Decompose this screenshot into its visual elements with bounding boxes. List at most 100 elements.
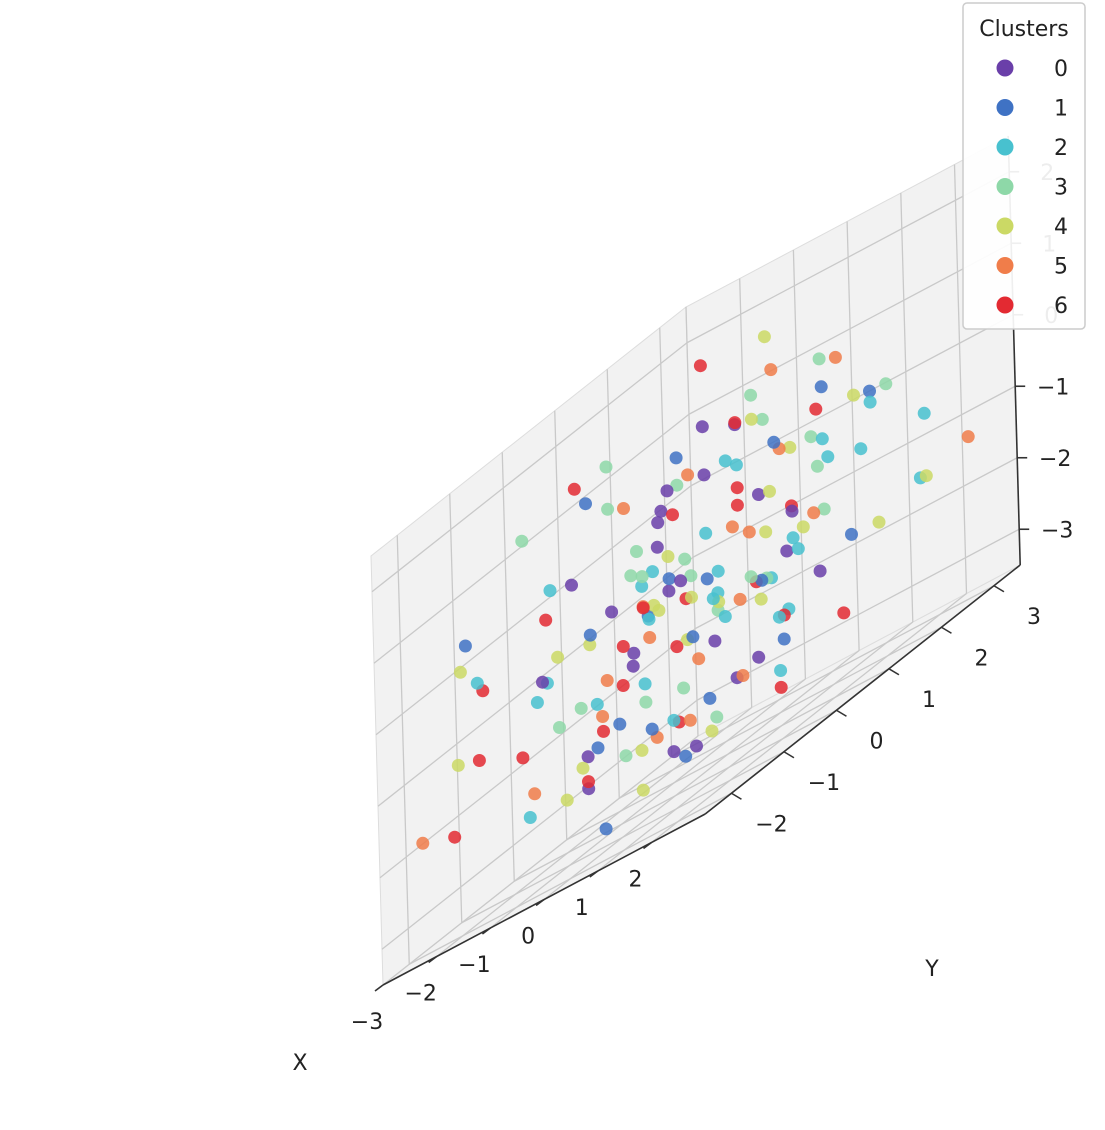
cluster-6-point (582, 775, 595, 789)
cluster-4-point (783, 440, 797, 454)
cluster-1-point (767, 435, 781, 449)
cluster-2-point (646, 565, 659, 579)
y-tick-mark (993, 585, 1005, 593)
cluster-2-point (772, 610, 786, 624)
cluster-5-point (725, 520, 739, 534)
cluster-1-point (583, 628, 597, 642)
x-tick-mark (643, 841, 652, 850)
x-tick-mark (374, 984, 384, 992)
grid-line-y (396, 535, 410, 965)
cluster-4-point (759, 525, 773, 539)
grid-line-y (408, 792, 732, 965)
axis-labels: X Y (292, 957, 939, 1076)
legend: Clusters 0 1 2 3 4 5 6 (962, 2, 1086, 330)
cluster-1-point (669, 451, 683, 465)
legend-label-4: 4 (1054, 215, 1068, 240)
cluster-0-point (667, 745, 681, 759)
grid-line-z (694, 457, 1018, 630)
cluster-1-point (679, 749, 693, 763)
grid-line-x (597, 621, 914, 872)
cluster-4-point (560, 793, 574, 807)
cluster-2-point (470, 676, 484, 690)
cluster-3-point (599, 460, 613, 474)
grid-lines (371, 164, 1020, 986)
cluster-3-point (817, 502, 831, 516)
cluster-1-point (613, 717, 627, 731)
grid-line-z (379, 628, 696, 879)
legend-marker-2 (996, 138, 1014, 156)
cluster-3-point (515, 534, 529, 548)
cluster-0-point (565, 578, 578, 592)
cluster-6-point (666, 508, 679, 522)
cluster-0-point (627, 646, 641, 660)
cluster-2-point (638, 677, 652, 691)
cluster-3-point (677, 681, 691, 695)
cluster-4-point (796, 520, 810, 534)
cluster-2-point (711, 564, 725, 578)
cluster-3-point (879, 377, 893, 391)
cluster-6-point (597, 724, 610, 738)
cluster-2-point (590, 697, 604, 711)
x-tick-label: −1 (458, 953, 490, 978)
cluster-1-point (579, 497, 592, 511)
grid-line-y (671, 585, 995, 758)
x-tick-mark (589, 870, 599, 878)
legend-marker-1 (996, 99, 1014, 116)
cluster-3-point (619, 749, 633, 763)
cluster-4-point (661, 550, 675, 563)
cluster-5-point (733, 592, 747, 606)
cluster-6-point (516, 751, 530, 765)
cluster-6-point (670, 640, 684, 654)
cluster-0-point (708, 634, 722, 648)
grid-line-z (686, 171, 1010, 344)
cluster-0-point (697, 468, 711, 482)
grid-line-y (513, 709, 837, 882)
cluster-2-point (718, 610, 732, 623)
cluster-6-point (539, 613, 553, 627)
cluster-5-point (692, 652, 706, 666)
x-tick-label: 0 (521, 925, 535, 950)
grid-line-x (900, 192, 914, 623)
cluster-1-point (700, 572, 714, 586)
cluster-5-point (961, 430, 975, 444)
cluster-2-point (791, 542, 805, 556)
x-axis-label: X (292, 1051, 307, 1076)
cluster-2-point (786, 531, 800, 545)
cluster-2-point (729, 458, 743, 472)
legend-box (962, 2, 1086, 330)
y-tick-label: 0 (869, 729, 883, 754)
y-tick-mark (836, 709, 847, 717)
cluster-6-point (472, 754, 486, 767)
x-tick-label: −2 (404, 982, 436, 1007)
grid-line-z (381, 699, 698, 950)
cluster-6-point (774, 680, 788, 694)
cluster-4-point (647, 598, 661, 612)
cluster-1-point (686, 630, 700, 644)
cluster-4-point (583, 638, 597, 652)
y-tick-label: 2 (974, 646, 988, 671)
cluster-3-point (670, 478, 684, 492)
grid-line-z (377, 556, 694, 807)
legend-items: 0 1 2 3 4 5 6 (996, 57, 1068, 319)
cluster-3-point (744, 388, 758, 402)
cluster-2-point (543, 584, 557, 598)
cluster-4-point (453, 665, 467, 679)
cluster-4-point (919, 469, 933, 483)
cluster-5-point (617, 502, 630, 515)
cluster-1-point (777, 632, 791, 646)
cluster-3-point (810, 459, 824, 473)
legend-label-6: 6 (1054, 294, 1068, 319)
z-tick-label: −2 (1039, 447, 1071, 472)
cluster-4-point (847, 388, 860, 402)
y-axis-label: Y (924, 957, 939, 982)
cluster-1-point (662, 572, 676, 586)
cluster-2-point (718, 454, 732, 468)
cluster-5-point (643, 631, 657, 644)
cluster-5-point (742, 525, 756, 539)
cluster-1-point (863, 384, 876, 398)
z-tick-label: −3 (1041, 518, 1073, 543)
y-tick-mark (941, 626, 952, 634)
legend-label-0: 0 (1054, 57, 1068, 82)
cluster-2-point (706, 592, 720, 606)
